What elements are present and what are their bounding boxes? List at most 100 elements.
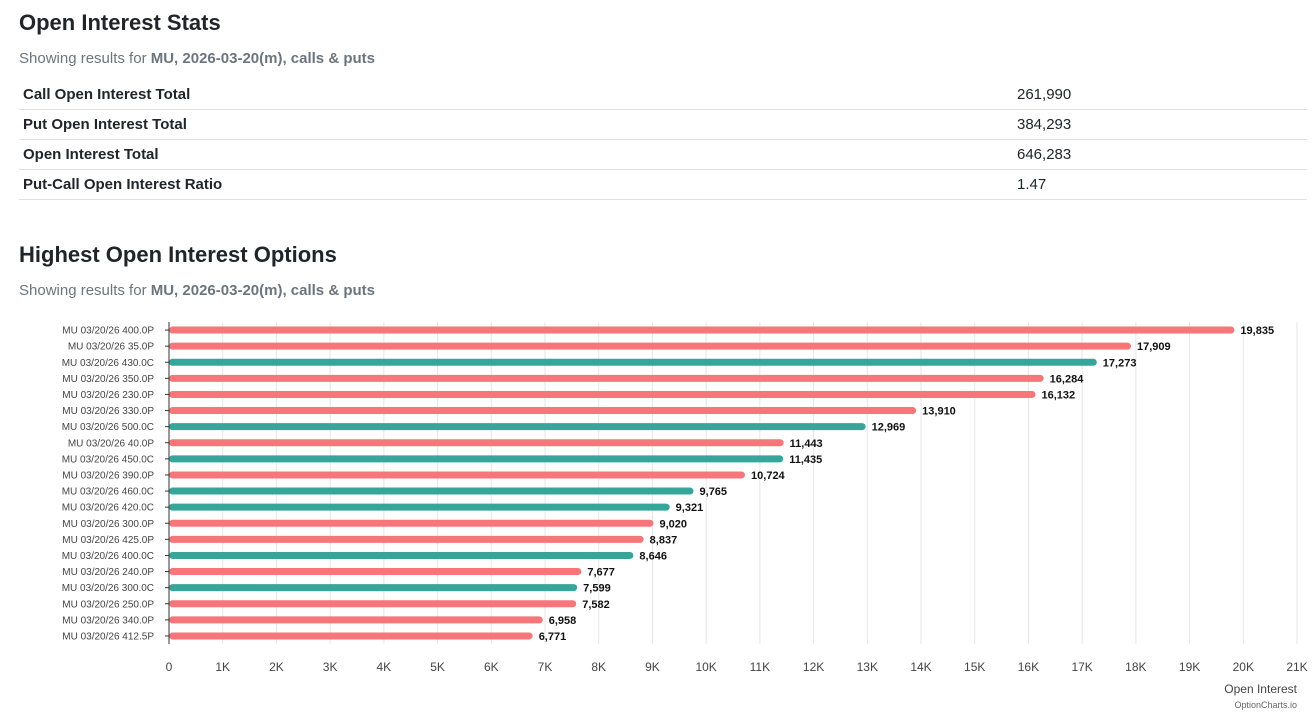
bar-value-label: 11,435 [789,454,822,466]
y-category-label: MU 03/20/26 420.0C [62,503,154,514]
highest-oi-title: Highest Open Interest Options [19,242,337,267]
x-tick-label: 0 [166,660,173,674]
bar-value-label: 8,837 [650,534,678,546]
x-tick-label: 17K [1071,660,1092,674]
y-category-label: MU 03/20/26 250.0P [62,599,154,610]
put-bar[interactable] [169,407,917,415]
row-value: 384,293 [1013,109,1307,140]
y-category-label: MU 03/20/26 300.0P [62,519,154,530]
put-bar[interactable] [169,632,533,640]
call-bar[interactable] [169,503,670,511]
x-tick-label: 16K [1018,660,1039,674]
bar-value-label: 9,020 [660,518,688,530]
x-tick-label: 19K [1179,660,1200,674]
bar-value-label: 12,969 [872,422,906,434]
put-bar[interactable] [169,535,644,543]
x-tick-label: 21K [1286,660,1307,674]
bar-value-label: 9,321 [676,502,704,514]
y-category-label: MU 03/20/26 40.0P [68,438,154,449]
call-bar[interactable] [169,551,634,559]
row-label: Put Open Interest Total [19,109,1013,140]
bar-value-label: 10,724 [751,470,786,482]
chart-credit: OptionCharts.io [1234,700,1297,710]
y-category-label: MU 03/20/26 390.0P [62,470,154,481]
x-tick-label: 3K [323,660,338,674]
x-tick-label: 8K [591,660,606,674]
x-tick-label: 13K [857,660,878,674]
x-tick-label: 11K [750,660,770,674]
call-bar[interactable] [169,487,694,495]
highest-oi-subtitle-prefix: Showing results for [19,282,151,299]
y-category-label: MU 03/20/26 300.0C [62,583,154,594]
call-bar[interactable] [169,423,866,431]
call-bar[interactable] [169,584,578,592]
bar-value-label: 9,765 [700,486,728,498]
bar-layer [169,326,1235,640]
y-category-label: MU 03/20/26 400.0C [62,551,154,562]
bar-value-label: 16,284 [1050,373,1085,385]
x-tick-label: 2K [269,660,284,674]
row-value: 1.47 [1013,169,1307,200]
y-category-label: MU 03/20/26 412.5P [62,631,154,642]
y-category-label: MU 03/20/26 400.0P [62,326,154,337]
table-row: Put Open Interest Total 384,293 [19,109,1307,140]
y-category-label: MU 03/20/26 500.0C [62,422,154,433]
x-tick-label: 12K [803,660,824,674]
x-tick-label: 18K [1125,660,1146,674]
y-category-label: MU 03/20/26 460.0C [62,487,154,498]
highest-oi-subtitle-query: MU, 2026-03-20(m), calls & puts [150,282,375,299]
put-bar[interactable] [169,600,577,608]
x-tick-label: 7K [538,660,553,674]
put-bar[interactable] [169,374,1044,382]
bar-value-label: 17,273 [1103,357,1137,369]
grid-layer [222,322,1298,644]
put-bar[interactable] [169,326,1235,334]
y-category-label: MU 03/20/26 340.0P [62,615,154,626]
stats-subtitle-prefix: Showing results for [19,50,151,67]
y-category-label: MU 03/20/26 425.0P [62,535,154,546]
y-category-label: MU 03/20/26 430.0C [62,358,154,369]
x-tick-label: 9K [645,660,660,674]
table-row: Put-Call Open Interest Ratio 1.47 [19,169,1307,200]
bar-value-label: 7,677 [587,567,615,579]
call-bar[interactable] [169,455,784,463]
y-category-label: MU 03/20/26 230.0P [62,390,154,401]
y-category-label: MU 03/20/26 35.0P [68,342,154,353]
y-category-label: MU 03/20/26 350.0P [62,374,154,385]
row-label: Call Open Interest Total [19,80,1013,110]
bar-value-label: 8,646 [639,550,667,562]
put-bar[interactable] [169,390,1036,398]
label-layer: 0 1K 2K 3K 4K 5K 6K 7K 8K 9K 10K 11K 12K 13K 14K 15K 16K… [62,325,1308,674]
bar-value-label: 7,582 [582,599,610,611]
x-tick-label: 5K [430,660,445,674]
y-category-label: MU 03/20/26 330.0P [62,406,154,417]
row-value: 646,283 [1013,139,1307,170]
stats-title: Open Interest Stats [19,10,221,35]
x-tick-label: 20K [1233,660,1254,674]
row-value: 261,990 [1013,80,1307,110]
bar-value-label: 13,910 [922,406,956,418]
table-row: Call Open Interest Total 261,990 [19,80,1307,110]
put-bar[interactable] [169,342,1131,350]
call-bar[interactable] [169,358,1097,366]
bar-value-label: 7,599 [583,583,611,595]
put-bar[interactable] [169,519,654,527]
put-bar[interactable] [169,616,543,624]
bar-value-label: 16,132 [1042,389,1076,401]
y-category-label: MU 03/20/26 450.0C [62,454,154,465]
bar-value-label: 19,835 [1240,325,1274,337]
row-label: Put-Call Open Interest Ratio [19,169,1013,200]
put-bar[interactable] [169,471,746,479]
x-axis-title: Open Interest [1224,682,1297,696]
bar-value-label: 6,771 [539,631,567,643]
put-bar[interactable] [169,568,582,576]
x-tick-label: 14K [910,660,931,674]
x-tick-label: 4K [377,660,392,674]
table-row: Open Interest Total 646,283 [19,139,1307,170]
bar-value-label: 17,909 [1137,341,1171,353]
put-bar[interactable] [169,439,784,447]
bar-value-label: 6,958 [549,615,577,627]
x-tick-label: 6K [484,660,499,674]
stats-subtitle-query: MU, 2026-03-20(m), calls & puts [150,50,375,67]
